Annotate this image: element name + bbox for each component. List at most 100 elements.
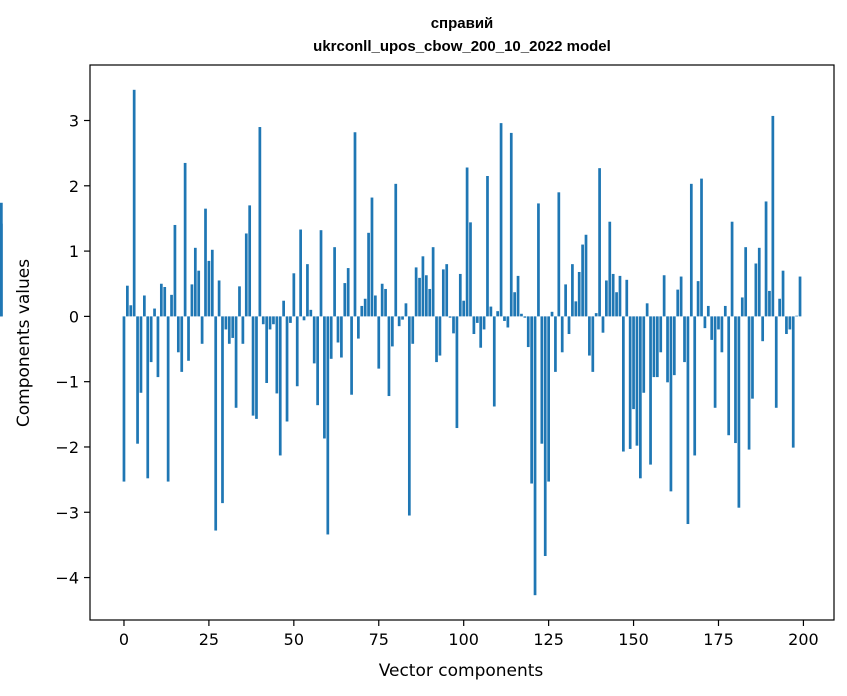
bar bbox=[255, 316, 258, 419]
bar bbox=[346, 268, 350, 317]
bar bbox=[350, 316, 353, 395]
bar bbox=[679, 276, 683, 317]
bar bbox=[146, 316, 150, 479]
bar bbox=[258, 127, 262, 317]
bar bbox=[781, 270, 785, 317]
x-tick-label: 150 bbox=[618, 630, 649, 649]
bar bbox=[744, 247, 748, 317]
y-tick-label: −3 bbox=[55, 503, 79, 522]
bar bbox=[122, 316, 126, 482]
bar bbox=[411, 316, 415, 344]
bar bbox=[577, 271, 581, 317]
bar bbox=[584, 234, 588, 317]
bar bbox=[357, 316, 360, 339]
bar bbox=[628, 316, 632, 449]
bar bbox=[153, 308, 156, 317]
x-tick-label: 0 bbox=[119, 630, 129, 649]
bar bbox=[550, 311, 554, 317]
bar bbox=[289, 316, 292, 323]
bar bbox=[513, 292, 517, 317]
bar bbox=[686, 316, 690, 525]
bar bbox=[526, 316, 530, 348]
bar bbox=[414, 267, 418, 317]
bar bbox=[496, 311, 500, 317]
y-tick-label: 2 bbox=[69, 177, 79, 196]
bar bbox=[639, 316, 642, 479]
bar bbox=[231, 316, 235, 338]
bar bbox=[126, 285, 129, 317]
bar bbox=[710, 316, 714, 340]
bar bbox=[431, 247, 435, 317]
bar bbox=[306, 264, 309, 317]
y-axis-label: Components values bbox=[14, 259, 34, 427]
bar bbox=[632, 316, 635, 410]
bar bbox=[204, 208, 207, 317]
bar bbox=[445, 264, 449, 317]
bar bbox=[384, 288, 387, 317]
bar bbox=[795, 315, 798, 317]
bar bbox=[336, 316, 340, 343]
bar bbox=[472, 316, 476, 335]
bar bbox=[299, 229, 302, 317]
bar bbox=[774, 316, 778, 408]
bar bbox=[717, 316, 720, 330]
x-tick-label: 100 bbox=[448, 630, 479, 649]
bar bbox=[248, 205, 252, 317]
bar bbox=[486, 176, 489, 317]
bar bbox=[309, 309, 313, 317]
bar bbox=[424, 275, 428, 317]
chart-subtitle: ukrconll_upos_cbow_200_10_2022 model bbox=[313, 38, 611, 55]
y-tick-label: 0 bbox=[69, 307, 79, 326]
bar bbox=[452, 316, 455, 334]
bar bbox=[740, 297, 744, 317]
bar bbox=[418, 277, 421, 317]
bar bbox=[754, 263, 758, 317]
bar bbox=[292, 273, 296, 317]
bar bbox=[649, 316, 652, 465]
bar bbox=[499, 123, 503, 317]
bar bbox=[438, 316, 442, 356]
bar bbox=[655, 316, 659, 378]
bar bbox=[611, 273, 615, 317]
bar bbox=[241, 316, 245, 344]
bar bbox=[244, 233, 248, 317]
bar bbox=[214, 316, 218, 531]
bar bbox=[693, 316, 697, 456]
bar bbox=[666, 316, 669, 383]
bar bbox=[458, 273, 462, 317]
bar bbox=[374, 295, 377, 317]
plot-area-frame bbox=[89, 64, 835, 621]
bar bbox=[516, 275, 520, 317]
bar bbox=[340, 316, 343, 358]
bar bbox=[509, 132, 513, 317]
bar bbox=[132, 89, 136, 317]
bar bbox=[329, 316, 333, 359]
bar bbox=[465, 167, 469, 317]
bar bbox=[363, 298, 367, 317]
bar bbox=[475, 316, 479, 323]
bar bbox=[489, 306, 493, 317]
bar bbox=[387, 316, 391, 397]
bar bbox=[598, 168, 601, 317]
bar bbox=[530, 316, 533, 484]
bar bbox=[601, 316, 605, 333]
bar bbox=[642, 316, 646, 393]
bar bbox=[737, 316, 741, 508]
bar bbox=[149, 316, 153, 363]
bar bbox=[377, 316, 381, 369]
bar bbox=[217, 280, 221, 317]
bar bbox=[543, 316, 547, 557]
bar bbox=[734, 316, 737, 444]
bar bbox=[625, 279, 629, 317]
bar bbox=[588, 316, 591, 356]
bar bbox=[455, 316, 459, 429]
bar bbox=[312, 316, 316, 364]
bar bbox=[482, 316, 486, 330]
bar bbox=[469, 222, 472, 317]
bar bbox=[768, 290, 771, 317]
bar bbox=[163, 287, 167, 317]
bar bbox=[788, 316, 792, 330]
bar bbox=[689, 183, 693, 317]
